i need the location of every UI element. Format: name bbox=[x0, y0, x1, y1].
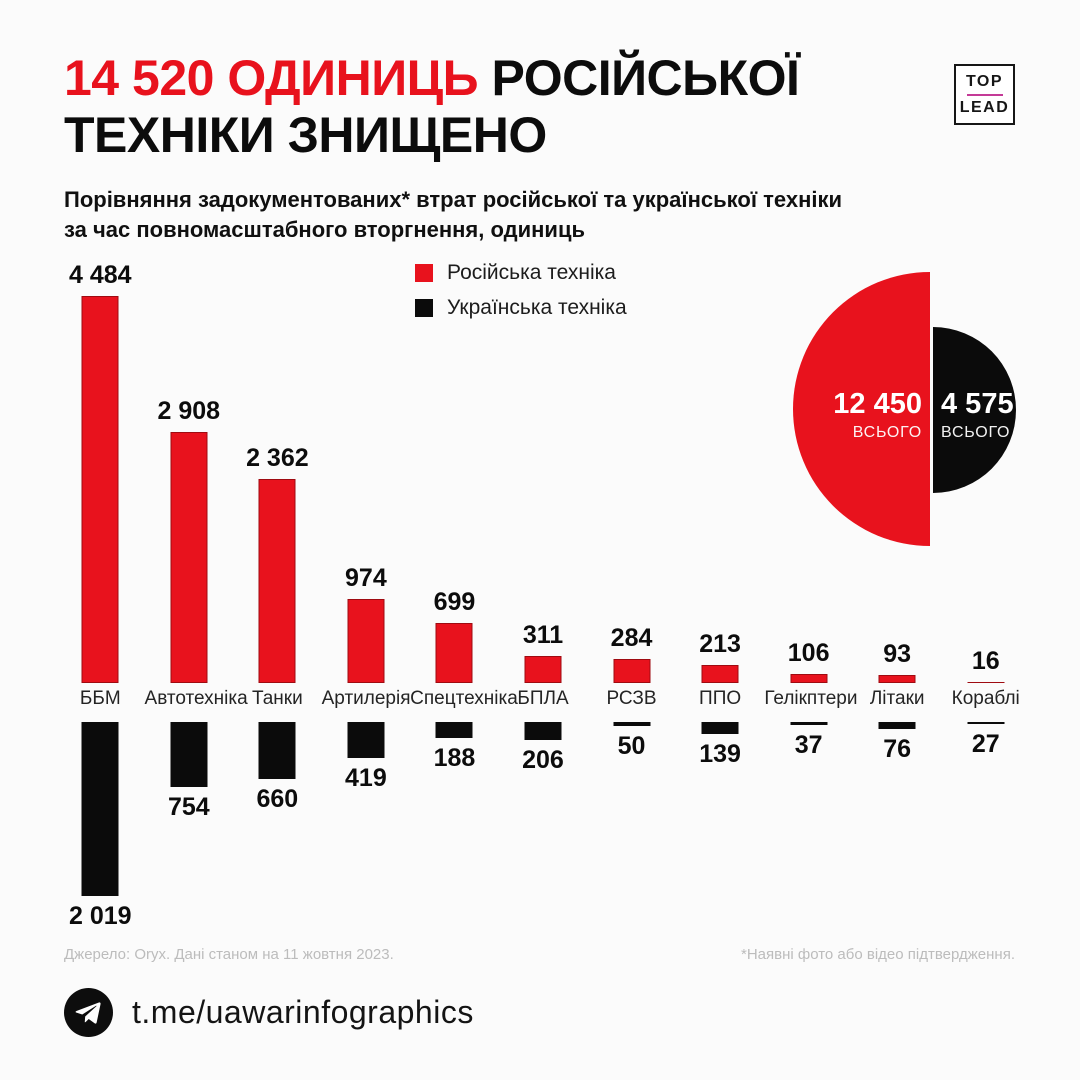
russian-bar bbox=[170, 432, 208, 683]
page-title: 14 520 ОДИНИЦЬ РОСІЙСЬКОЇ ТЕХНІКИ ЗНИЩЕН… bbox=[64, 50, 800, 164]
total-ukrainian-caption: ВСЬОГО bbox=[941, 424, 1011, 441]
bar-column-РСЗВ: 284 РСЗВ 50 bbox=[587, 265, 676, 940]
title-highlight: 14 520 ОДИНИЦЬ bbox=[64, 50, 479, 106]
legend-swatch-red bbox=[415, 263, 433, 282]
ukrainian-bar-value: 27 bbox=[971, 730, 1000, 759]
ukrainian-bar bbox=[790, 722, 828, 726]
legend-item-ukrainian: Українська техніка bbox=[415, 297, 627, 318]
russian-bar bbox=[81, 296, 119, 683]
category-label: Кораблі bbox=[951, 688, 1020, 709]
title-line2: ТЕХНІКИ ЗНИЩЕНО bbox=[64, 107, 547, 163]
ukrainian-bar-value: 50 bbox=[617, 732, 646, 761]
russian-bar-value: 311 bbox=[522, 621, 564, 650]
bar-column-ППО: 213 ППО 139 bbox=[676, 265, 765, 940]
category-label: Автотехніка bbox=[144, 688, 248, 709]
category-label: Танки bbox=[251, 688, 303, 709]
category-label: ППО bbox=[699, 688, 742, 709]
total-ukrainian: 4 575 ВСЬОГО bbox=[941, 390, 1014, 441]
title-rest: РОСІЙСЬКОЇ bbox=[491, 50, 800, 106]
ukrainian-bar bbox=[81, 722, 119, 897]
category-label: ББМ bbox=[79, 688, 121, 709]
bar-column-Кораблі: 16 Кораблі 27 bbox=[941, 265, 1030, 940]
bar-column-Автотехніка: 2 908 Автотехніка 754 bbox=[144, 265, 248, 940]
telegram-handle[interactable]: t.me/uawarinfographics bbox=[132, 994, 474, 1030]
russian-bar bbox=[613, 658, 651, 683]
bar-column-ББМ: 4 484 ББМ 2 019 bbox=[56, 261, 145, 940]
bar-column-Спецтехніка: 699 Спецтехніка 188 bbox=[410, 265, 518, 940]
ukrainian-bar-value: 37 bbox=[794, 731, 823, 760]
russian-bar bbox=[258, 479, 296, 683]
russian-bar-value: 4 484 bbox=[68, 261, 132, 289]
russian-bar-value: 213 bbox=[699, 629, 741, 658]
ukrainian-bar bbox=[878, 722, 916, 729]
logo-bottom-text: LEAD bbox=[959, 98, 1010, 116]
russian-bar bbox=[524, 656, 562, 683]
category-label: Гелікптери bbox=[764, 688, 858, 709]
toplead-logo: TOP LEAD bbox=[954, 64, 1015, 125]
ukrainian-bar-value: 188 bbox=[433, 744, 476, 773]
legend-label-ukrainian: Українська техніка bbox=[447, 296, 627, 319]
russian-bar-value: 974 bbox=[345, 563, 387, 592]
category-label: РСЗВ bbox=[606, 688, 657, 709]
bar-chart: 4 484 ББМ 2 019 2 908 Автотехніка 754 2 362 Тан… bbox=[56, 261, 1030, 940]
ukrainian-bar-value: 2 019 bbox=[68, 902, 132, 931]
total-russian-value: 12 450 bbox=[833, 388, 922, 420]
subtitle-line-2: за час повномасштабного вторгнення, один… bbox=[64, 216, 585, 242]
total-russian: 12 450 ВСЬОГО bbox=[833, 390, 922, 441]
bar-column-БПЛА: 311 БПЛА 206 bbox=[499, 265, 588, 940]
total-ukrainian-value: 4 575 bbox=[941, 388, 1014, 420]
category-label: Літаки bbox=[869, 688, 925, 709]
russian-bar-value: 699 bbox=[433, 587, 476, 616]
legend-swatch-black bbox=[415, 298, 433, 317]
bar-column-Танки: 2 362 Танки 660 bbox=[233, 265, 322, 940]
russian-bar bbox=[967, 681, 1005, 683]
ukrainian-bar-value: 754 bbox=[167, 793, 210, 822]
ukrainian-bar-value: 76 bbox=[883, 734, 912, 763]
logo-top-text: TOP bbox=[965, 72, 1004, 90]
subtitle-line-1: Порівняння задокументованих* втрат росій… bbox=[64, 187, 843, 212]
telegram-link[interactable]: t.me/uawarinfographics bbox=[64, 988, 474, 1037]
ukrainian-bar-value: 206 bbox=[522, 745, 564, 774]
russian-bar-value: 284 bbox=[610, 623, 653, 652]
category-label: Артилерія bbox=[321, 688, 411, 709]
ukrainian-bar bbox=[347, 722, 385, 759]
russian-bar-value: 93 bbox=[883, 639, 912, 668]
russian-bar bbox=[435, 622, 473, 683]
category-label: БПЛА bbox=[517, 688, 569, 709]
legend-item-russian: Російська техніка bbox=[415, 262, 627, 283]
ukrainian-bar-value: 419 bbox=[345, 764, 387, 793]
bar-column-Гелікптери: 106 Гелікптери 37 bbox=[764, 265, 858, 940]
ukrainian-bar bbox=[170, 722, 208, 788]
category-label: Спецтехніка bbox=[410, 688, 518, 709]
chart-legend: Російська техніка Українська техніка bbox=[415, 262, 627, 332]
russian-bar bbox=[878, 674, 916, 683]
russian-bar bbox=[790, 673, 828, 683]
source-note: Джерело: Oryx. Дані станом на 11 жовтня … bbox=[64, 946, 394, 963]
russian-bar-value: 2 362 bbox=[246, 444, 309, 473]
bar-column-Артилерія: 974 Артилерія 419 bbox=[322, 265, 411, 940]
ukrainian-bar bbox=[701, 722, 739, 734]
russian-bar-value: 16 bbox=[971, 646, 1000, 675]
ukrainian-bar bbox=[967, 722, 1005, 725]
ukrainian-bar bbox=[613, 722, 651, 727]
ukrainian-bar-value: 139 bbox=[699, 739, 741, 768]
ukrainian-bar bbox=[435, 722, 473, 739]
russian-bar bbox=[701, 664, 739, 683]
bar-column-Літаки: 93 Літаки 76 bbox=[853, 265, 942, 940]
chart-subtitle: Порівняння задокументованих* втрат росій… bbox=[64, 185, 842, 244]
russian-bar-value: 106 bbox=[787, 638, 830, 667]
telegram-plane-icon bbox=[64, 988, 113, 1037]
logo-divider-line bbox=[966, 93, 1003, 96]
russian-bar-value: 2 908 bbox=[157, 397, 221, 426]
ukrainian-bar bbox=[524, 722, 562, 740]
total-russian-caption: ВСЬОГО bbox=[852, 424, 922, 441]
ukrainian-bar bbox=[258, 722, 296, 779]
legend-label-russian: Російська техніка bbox=[447, 261, 616, 284]
ukrainian-bar-value: 660 bbox=[256, 784, 299, 813]
russian-bar bbox=[347, 598, 385, 683]
asterisk-note: *Наявні фото або відео підтвердження. bbox=[740, 946, 1015, 963]
